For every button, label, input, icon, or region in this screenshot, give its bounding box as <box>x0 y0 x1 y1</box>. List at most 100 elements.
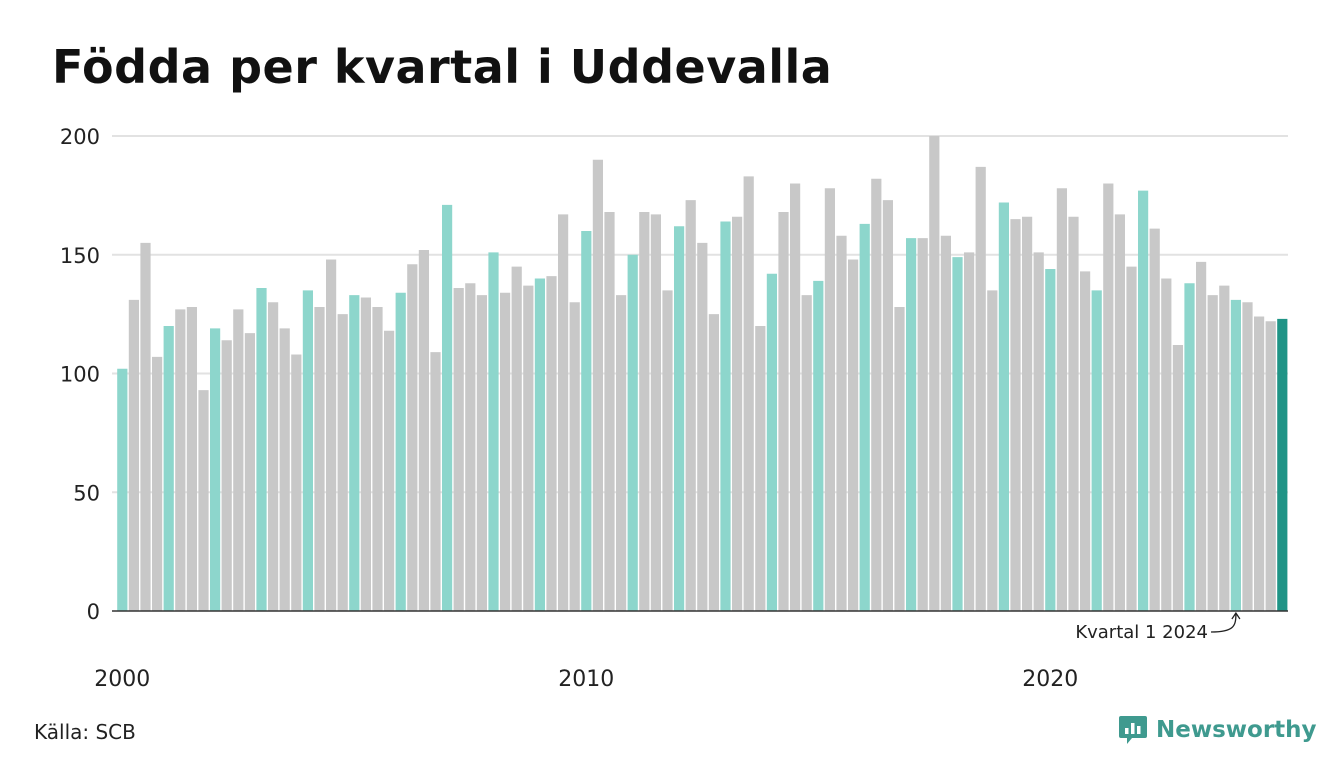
bar <box>1114 214 1125 612</box>
bar <box>836 235 847 611</box>
bar <box>465 283 476 611</box>
bar <box>859 223 870 612</box>
bar <box>1207 295 1218 612</box>
bar <box>720 221 731 611</box>
chart-title: Födda per kvartal i Uddevalla <box>52 40 833 94</box>
bar <box>1242 302 1253 611</box>
bar <box>790 183 801 611</box>
bar <box>1080 271 1091 612</box>
y-tick-label: 50 <box>73 481 100 505</box>
bar <box>268 302 279 611</box>
bar <box>848 259 859 611</box>
bar <box>523 285 534 612</box>
bar <box>674 226 685 611</box>
bar <box>906 238 917 612</box>
bar <box>1161 278 1172 611</box>
bar <box>592 159 603 611</box>
bar <box>940 235 951 611</box>
bar <box>349 295 360 612</box>
bar <box>372 307 383 611</box>
bar <box>1091 290 1102 612</box>
brand-name: Newsworthy <box>1156 717 1317 743</box>
bar <box>987 290 998 612</box>
bar <box>302 290 313 612</box>
y-axis-ticks: 0 50 100 150 200 <box>60 125 100 624</box>
bar <box>1056 188 1067 611</box>
bar <box>917 238 928 612</box>
bar <box>871 178 882 611</box>
bar <box>685 200 696 612</box>
bar <box>1277 318 1288 612</box>
bar <box>1196 261 1207 612</box>
bar <box>233 309 244 612</box>
bar <box>1010 219 1021 612</box>
bar <box>546 276 557 612</box>
bar <box>1138 190 1149 612</box>
bar <box>384 330 395 611</box>
bar <box>395 292 406 611</box>
bar <box>766 273 777 611</box>
bar <box>511 266 522 612</box>
bar <box>407 264 418 611</box>
bar <box>326 259 337 611</box>
bar <box>952 257 963 612</box>
bar <box>558 214 569 612</box>
bar <box>1033 252 1044 612</box>
y-tick-label: 0 <box>87 600 100 624</box>
y-tick-label: 200 <box>60 125 100 149</box>
bar-chart: 0 50 100 150 200 2000 2010 2020 Kvartal 1 2024 <box>60 125 1288 692</box>
bar <box>697 242 708 612</box>
bar <box>534 278 545 611</box>
bar <box>360 297 371 611</box>
bar <box>453 288 464 611</box>
bar <box>882 200 893 612</box>
bar <box>418 250 429 611</box>
bar <box>708 314 719 612</box>
bar <box>998 202 1009 611</box>
bar <box>442 204 453 612</box>
bar <box>778 212 789 611</box>
bar <box>1068 216 1079 611</box>
source-note: Källa: SCB <box>34 720 136 744</box>
bar <box>581 231 592 611</box>
bar <box>221 340 232 611</box>
annotation: Kvartal 1 2024 <box>1075 611 1241 643</box>
bar <box>244 333 255 612</box>
y-tick-label: 150 <box>60 244 100 268</box>
bar <box>813 280 824 612</box>
bar <box>929 136 940 611</box>
bar <box>186 307 197 611</box>
bar <box>128 299 139 612</box>
bar <box>755 326 766 611</box>
bar <box>801 295 812 612</box>
bar <box>964 252 975 612</box>
bar <box>175 309 186 612</box>
bar <box>1230 299 1241 612</box>
bar <box>1265 321 1276 611</box>
bar <box>198 390 209 612</box>
bars <box>117 136 1288 612</box>
bar <box>604 212 615 611</box>
bar <box>500 292 511 611</box>
annotation-arrow <box>1210 611 1241 633</box>
bar <box>894 307 905 611</box>
bar <box>824 188 835 611</box>
brand-logo: Newsworthy <box>1118 714 1317 746</box>
bar <box>639 212 650 611</box>
bar <box>616 295 627 612</box>
bar <box>569 302 580 611</box>
bar <box>488 252 499 612</box>
y-tick-label: 100 <box>60 363 100 387</box>
bar-chart-speech-icon <box>1119 716 1147 744</box>
bar <box>140 242 151 612</box>
bar <box>1184 283 1195 611</box>
bar <box>975 166 986 612</box>
bar <box>291 354 302 611</box>
bar <box>337 314 348 612</box>
bar <box>1126 266 1137 612</box>
x-tick-label: 2010 <box>558 667 614 692</box>
bar <box>1219 285 1230 612</box>
x-tick-label: 2020 <box>1022 667 1078 692</box>
annotation-label: Kvartal 1 2024 <box>1075 622 1208 643</box>
x-axis-ticks: 2000 2010 2020 <box>94 667 1078 692</box>
